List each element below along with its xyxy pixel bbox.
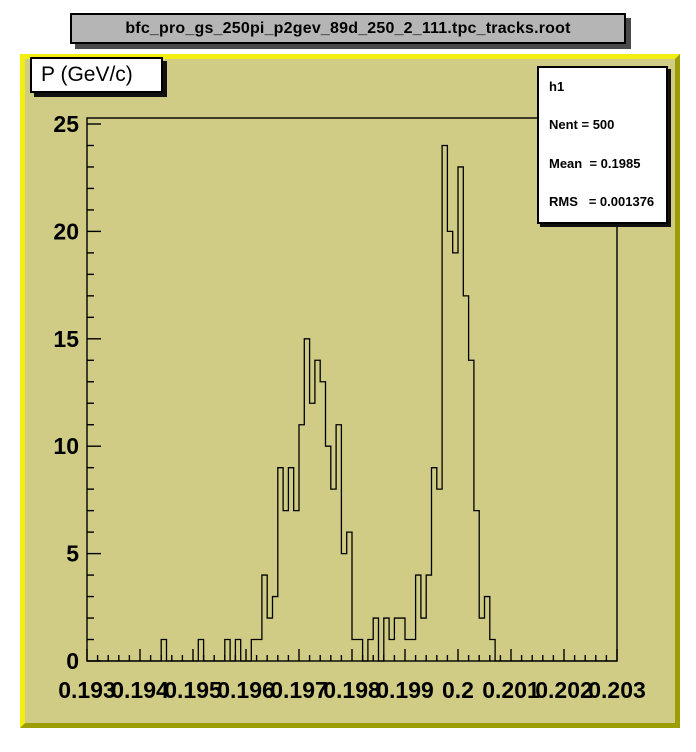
y-tick-label: 20 [53,218,79,244]
stats-hist-name: h1 [549,79,565,94]
x-tick-label: 0.199 [376,677,434,703]
x-tick-label: 0.194 [111,677,169,703]
y-tick-label: 15 [53,326,79,352]
canvas-title-bar: bfc_pro_gs_250pi_p2gev_89d_250_2_111.tpc… [70,13,626,44]
axis-title-box[interactable]: P (GeV/c) [30,57,163,93]
stats-box[interactable]: h1 Nent = 500 Mean = 0.1985 RMS = 0.0013… [537,66,668,224]
y-tick-label: 10 [53,433,79,459]
stats-entries: Nent = 500 [549,117,626,133]
stats-mean: Mean = 0.1985 [549,155,641,171]
y-tick-label: 5 [66,541,79,567]
y-tick-label: 0 [66,648,79,674]
x-tick-label: 0.202 [535,677,593,703]
x-tick-label: 0.196 [217,677,275,703]
x-tick-label: 0.193 [58,677,116,703]
x-tick-label: 0.197 [270,677,328,703]
histogram-outline [87,144,617,662]
y-tick-label: 25 [53,111,79,137]
axis-title-text: P (GeV/c) [41,63,133,86]
x-tick-label: 0.195 [164,677,222,703]
stats-rms: RMS = 0.001376 [549,193,655,209]
x-tick-label: 0.201 [482,677,540,703]
x-tick-label: 0.2 [442,677,474,703]
x-tick-label: 0.203 [588,677,646,703]
canvas-title-text: bfc_pro_gs_250pi_p2gev_89d_250_2_111.tpc… [125,19,571,37]
x-tick-label: 0.198 [323,677,381,703]
